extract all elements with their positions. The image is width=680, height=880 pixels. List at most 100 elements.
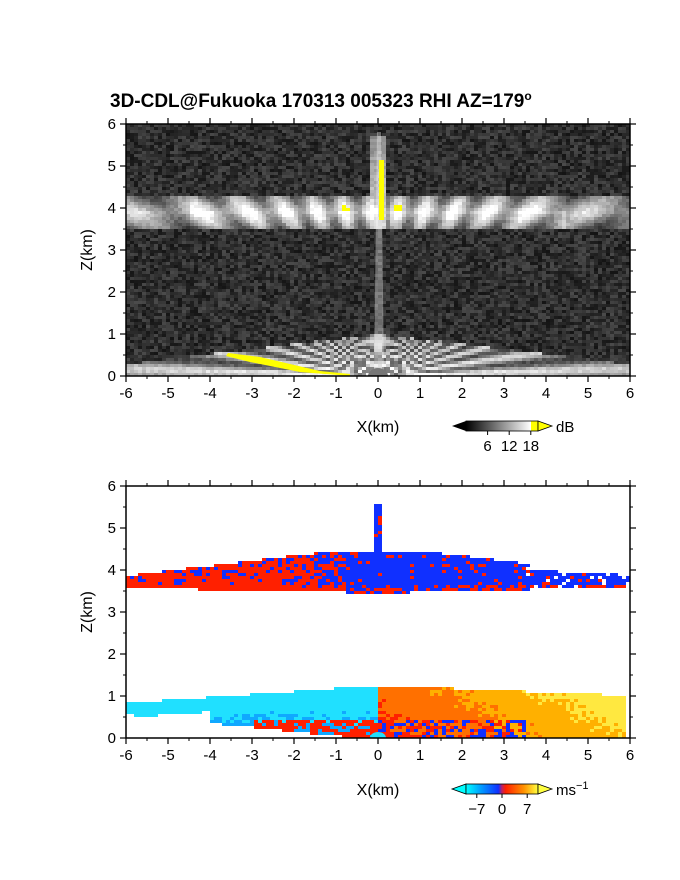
intensity-cell	[574, 142, 578, 145]
intensity-cell	[538, 187, 542, 190]
intensity-cell	[526, 193, 530, 196]
intensity-cell	[210, 181, 214, 184]
intensity-cell	[186, 130, 190, 133]
intensity-cell	[158, 223, 162, 226]
intensity-cell	[294, 151, 298, 154]
intensity-cell	[542, 160, 546, 163]
intensity-cell	[598, 133, 602, 136]
intensity-cell	[462, 148, 466, 151]
intensity-cell	[594, 148, 598, 151]
intensity-cell	[562, 133, 566, 136]
intensity-cell	[286, 175, 290, 178]
intensity-cell	[582, 220, 586, 223]
intensity-cell	[586, 148, 590, 151]
intensity-cell	[326, 199, 330, 202]
intensity-cell	[394, 145, 398, 148]
intensity-cell	[298, 166, 302, 169]
intensity-cell	[538, 148, 542, 151]
intensity-cell	[202, 139, 206, 142]
intensity-cell	[222, 238, 226, 241]
intensity-cell	[358, 193, 362, 196]
intensity-cell	[526, 196, 530, 199]
intensity-cell	[218, 139, 222, 142]
intensity-cell	[198, 217, 202, 220]
intensity-cell	[206, 178, 210, 181]
intensity-cell	[602, 160, 606, 163]
intensity-cell	[362, 130, 366, 133]
intensity-cell	[618, 211, 622, 214]
intensity-cell	[402, 187, 406, 190]
intensity-cell	[410, 136, 414, 139]
intensity-cell	[374, 190, 378, 193]
intensity-cell	[330, 169, 334, 172]
intensity-cell	[450, 208, 454, 211]
intensity-cell	[538, 133, 542, 136]
intensity-cell	[586, 178, 590, 181]
intensity-cell	[402, 139, 406, 142]
intensity-cell	[330, 157, 334, 160]
intensity-cell	[194, 178, 198, 181]
intensity-cell	[550, 187, 554, 190]
intensity-cell	[194, 163, 198, 166]
intensity-cell	[374, 136, 378, 139]
intensity-cell	[222, 193, 226, 196]
intensity-cell	[186, 229, 190, 232]
intensity-cell	[538, 205, 542, 208]
intensity-cell	[470, 205, 474, 208]
intensity-cell	[546, 154, 550, 157]
intensity-cell	[446, 130, 450, 133]
intensity-cell	[618, 139, 622, 142]
intensity-cell	[318, 184, 322, 187]
intensity-cell	[218, 148, 222, 151]
intensity-cell	[478, 211, 482, 214]
intensity-cell	[462, 208, 466, 211]
intensity-cell	[558, 226, 562, 229]
intensity-cell	[490, 211, 494, 214]
intensity-cell	[186, 220, 190, 223]
intensity-cell	[370, 136, 374, 139]
intensity-cell	[382, 142, 386, 145]
intensity-cell	[514, 157, 518, 160]
intensity-cell	[478, 157, 482, 160]
intensity-cell	[342, 190, 346, 193]
intensity-cell	[162, 214, 166, 217]
intensity-cell	[254, 145, 258, 148]
intensity-cell	[386, 148, 390, 151]
intensity-cell	[402, 202, 406, 205]
intensity-cell	[430, 157, 434, 160]
intensity-cell	[138, 154, 142, 157]
intensity-cell	[310, 160, 314, 163]
intensity-cell	[418, 157, 422, 160]
intensity-cell	[522, 196, 526, 199]
intensity-cell	[562, 172, 566, 175]
intensity-cell	[158, 175, 162, 178]
intensity-cell	[294, 157, 298, 160]
intensity-cell	[206, 217, 210, 220]
intensity-cell	[190, 178, 194, 181]
intensity-cell	[162, 217, 166, 220]
intensity-cell	[274, 226, 278, 229]
intensity-cell	[530, 181, 534, 184]
intensity-cell	[586, 142, 590, 145]
intensity-cell	[214, 217, 218, 220]
intensity-cell	[570, 193, 574, 196]
intensity-cell	[342, 199, 346, 202]
intensity-cell	[242, 172, 246, 175]
intensity-cell	[258, 184, 262, 187]
intensity-cell	[230, 136, 234, 139]
intensity-cell	[462, 205, 466, 208]
intensity-cell	[194, 139, 198, 142]
intensity-cell	[534, 154, 538, 157]
intensity-cell	[318, 145, 322, 148]
intensity-cell	[322, 136, 326, 139]
intensity-cell	[314, 148, 318, 151]
intensity-cell	[534, 220, 538, 223]
intensity-cell	[442, 199, 446, 202]
intensity-cell	[554, 136, 558, 139]
intensity-cell	[458, 220, 462, 223]
intensity-cell	[190, 157, 194, 160]
intensity-cell	[394, 181, 398, 184]
intensity-cell	[258, 154, 262, 157]
intensity-cell	[178, 232, 182, 235]
intensity-cell	[366, 175, 370, 178]
